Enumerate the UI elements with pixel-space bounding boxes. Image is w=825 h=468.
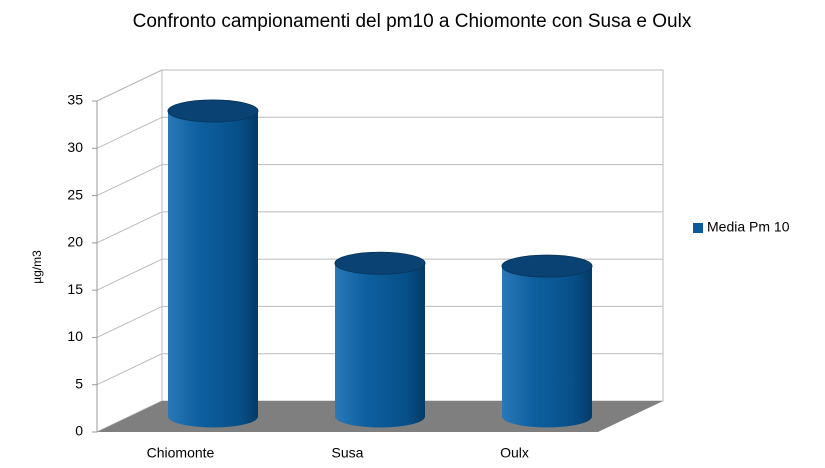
grid-line	[96, 164, 163, 197]
x-tick-label: Susa	[332, 445, 364, 461]
grid-line	[96, 305, 163, 338]
y-tick-label: 5	[75, 375, 83, 391]
x-tick-label: Oulx	[500, 445, 529, 461]
legend-label: Media Pm 10	[707, 219, 790, 235]
grid-line	[96, 116, 163, 149]
grid-line	[96, 258, 163, 291]
y-tick-label: 10	[67, 328, 83, 344]
y-tick-label: 15	[67, 281, 83, 297]
y-tick-label: 30	[67, 139, 83, 155]
side-wall	[96, 69, 163, 433]
y-tick-label: 35	[67, 92, 83, 108]
grid-line	[96, 69, 163, 102]
grid-line	[96, 211, 163, 244]
bar-top	[167, 99, 259, 123]
y-tick-label: 0	[75, 423, 83, 439]
grid-line	[96, 353, 163, 386]
y-axis-label: µg/m3	[30, 250, 44, 284]
bar-body	[502, 266, 592, 428]
x-tick-label: Chiomonte	[147, 445, 215, 461]
legend-swatch	[693, 223, 703, 233]
bar-top	[501, 254, 593, 278]
chart-title: Confronto campionamenti del pm10 a Chiom…	[133, 11, 692, 32]
bar-top	[334, 251, 426, 275]
y-tick-label: 20	[67, 234, 83, 250]
y-tick-label: 25	[67, 186, 83, 202]
bar-body	[168, 111, 258, 428]
bar-body	[335, 263, 425, 428]
